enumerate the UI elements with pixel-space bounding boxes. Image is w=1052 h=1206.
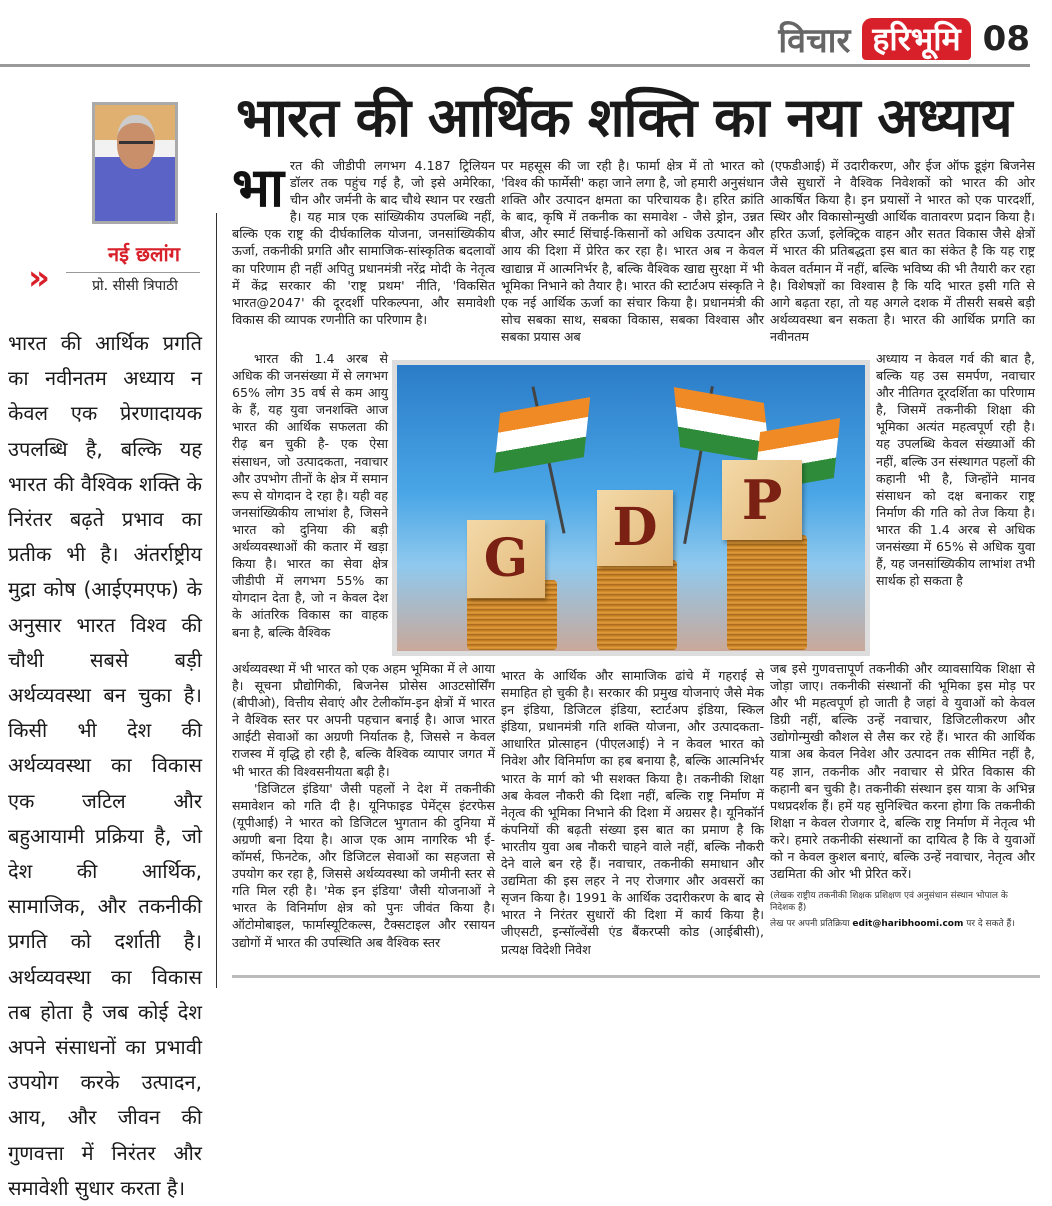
gdp-illustration: G D P [392,360,870,656]
article-col2: पर महसूस की जा रही है। फार्मा क्षेत्र मे… [501,157,764,958]
headline: भारत की आर्थिक शक्ति का नया अध्याय [236,86,1013,149]
paragraph: अर्थव्यवस्था में भी भारत को एक अहम भूमिक… [232,661,495,779]
wood-block-d: D [597,490,673,566]
section-label: विचार [778,21,851,61]
author-name: प्रो. सीसी त्रिपाठी [92,278,178,294]
paragraph: भा रत की जीडीपी लगभग 4.187 ट्रिलियन डॉलर … [232,157,495,328]
paragraph: पर महसूस की जा रही है। फार्मा क्षेत्र मे… [501,158,764,344]
coin-stack [727,535,807,650]
article-col1-narrow: भारत की 1.4 अरब से अधिक की जनसंख्या में … [232,350,388,660]
article-col3-narrow: अध्याय न केवल गर्व की बात है, बल्कि यह उ… [876,350,1035,660]
paragraph-text: रत की जीडीपी लगभग 4.187 ट्रिलियन डॉलर तक… [232,158,495,327]
article-col1-bottom: अर्थव्यवस्था में भी भारत को एक अहम भूमिक… [232,660,495,951]
paragraph: अध्याय न केवल गर्व की बात है, बल्कि यह उ… [876,351,1035,589]
wood-block-p: P [722,460,802,540]
paragraph: 'डिजिटल इंडिया' जैसी पहलों ने देश में तक… [232,780,495,950]
column-name: नई छलांग [108,242,180,266]
drop-cap: भा [232,156,284,219]
double-chevron-icon: » [28,258,50,298]
footer-rule [232,975,1040,978]
pull-quote: भारत की आर्थिक प्रगति का नवीनतम अध्याय न… [8,331,202,1200]
wood-block-g: G [467,520,545,598]
newspaper-logo: हरिभूमि [862,18,971,60]
header-rule [0,64,1030,67]
response-line: लेख पर अपनी प्रतिक्रिया edit@haribhoomi.… [770,918,1035,930]
paragraph: भारत की 1.4 अरब से अधिक की जनसंख्या में … [232,351,388,640]
india-flag-icon [673,387,771,463]
author-photo [92,102,178,224]
response-suffix: पर दे सकते हैं। [966,919,1015,930]
article-col1-top: भा रत की जीडीपी लगभग 4.187 ट्रिलियन डॉलर … [232,157,495,350]
paragraph: (एफडीआई) में उदारीकरण, और ईज ऑफ डूइंग बि… [770,158,1035,344]
article-col2-bottom: भारत के आर्थिक और सामाजिक ढांचे में गहरा… [501,667,764,958]
article-col2-top: पर महसूस की जा रही है। फार्मा क्षेत्र मे… [501,157,764,667]
response-email[interactable]: edit@haribhoomi.com [852,919,964,930]
article-col3-bottom: जब इसे गुणवत्तापूर्ण तकनीकी और व्यावसायि… [770,660,1035,882]
page-number: 08 [982,19,1030,59]
article-col3-top: (एफडीआई) में उदारीकरण, और ईज ऑफ डूइंग बि… [770,157,1035,350]
paragraph: जब इसे गुणवत्तापूर्ण तकनीकी और व्यावसायि… [770,661,1035,882]
author-note: (लेखक राष्ट्रीय तकनीकी शिक्षक प्रशिक्षण … [770,891,1008,914]
column-divider [216,213,217,988]
response-prefix: लेख पर अपनी प्रतिक्रिया [770,919,850,930]
byline-rule [66,272,200,273]
paragraph: भारत के आर्थिक और सामाजिक ढांचे में गहरा… [501,668,764,957]
india-flag-icon [493,397,591,473]
article-col3: (एफडीआई) में उदारीकरण, और ईज ऑफ डूइंग बि… [770,157,1035,930]
masthead: विचार हरिभूमि 08 [778,16,1030,62]
coin-stack [597,560,677,650]
article-col1: भा रत की जीडीपी लगभग 4.187 ट्रिलियन डॉलर … [232,157,495,951]
